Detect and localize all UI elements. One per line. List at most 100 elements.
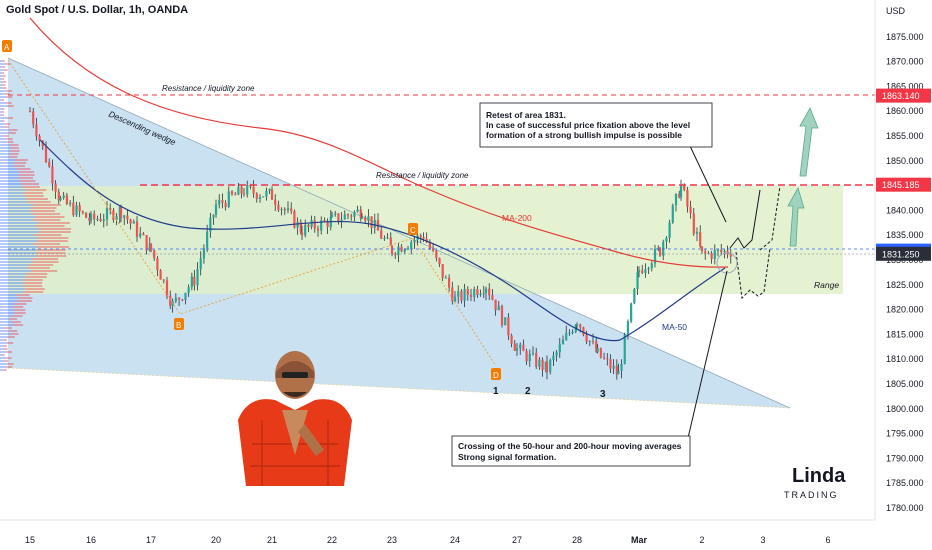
volume-bar (32, 261, 59, 263)
volume-bar (9, 156, 18, 158)
candle (535, 347, 538, 370)
ma-50-line (39, 139, 726, 342)
range-label: Range (814, 280, 839, 290)
logo-name: Linda (792, 465, 846, 487)
candle (599, 347, 602, 359)
volume-bar (26, 273, 48, 275)
y-tick-label: 1800.000 (886, 404, 924, 414)
candle (323, 217, 326, 222)
volume-bar (24, 288, 45, 290)
volume-bar (7, 141, 14, 143)
candle (510, 333, 513, 348)
candle (35, 117, 38, 141)
volume-bar (6, 96, 13, 98)
wave-3-label: 3 (600, 389, 606, 400)
volume-bar (39, 228, 72, 230)
volume-bar (0, 204, 34, 206)
volume-bar (3, 75, 6, 77)
volume-bar (0, 192, 24, 194)
y-tick-label: 1875.000 (886, 32, 924, 42)
candle (112, 207, 115, 223)
candle (326, 218, 329, 234)
note-top-line-3: formation of a strong bullish impulse is… (486, 130, 682, 140)
candle (692, 207, 695, 236)
x-tick-label: 6 (825, 535, 830, 545)
volume-bar (0, 255, 37, 257)
chart-title: Gold Spot / U.S. Dollar, 1h, OANDA (6, 4, 189, 16)
candle (720, 243, 723, 256)
volume-bar (0, 252, 36, 254)
candle (389, 232, 392, 246)
candle (671, 203, 674, 224)
candle (277, 200, 280, 213)
volume-bar (35, 252, 66, 254)
volume-bar (25, 276, 47, 278)
volume-bar (3, 369, 7, 371)
volume-bar (0, 237, 38, 239)
logo-sub: TRADING (784, 490, 839, 500)
volume-bar (13, 309, 26, 311)
volume-bar (14, 162, 27, 164)
volume-bar (0, 72, 3, 74)
volume-bar (4, 348, 8, 350)
candle (473, 286, 476, 302)
candle (214, 199, 218, 218)
candle (187, 284, 190, 297)
candle (65, 192, 68, 206)
candle (242, 187, 246, 197)
candle (234, 191, 237, 196)
volume-bar (0, 273, 27, 275)
volume-bar (0, 348, 5, 350)
candle (240, 185, 243, 199)
volume-bar (0, 90, 7, 92)
volume-bar (17, 297, 33, 299)
volume-bar (0, 303, 15, 305)
candle (307, 223, 310, 233)
candle (679, 179, 683, 201)
candle (633, 287, 636, 305)
candle (286, 201, 290, 214)
candle (360, 213, 364, 219)
candle (441, 264, 444, 282)
candle (623, 332, 626, 365)
volume-bar (37, 237, 69, 239)
volume-bar (9, 330, 18, 332)
y-tick-label: 1865.000 (886, 81, 924, 91)
volume-bar (33, 219, 61, 221)
volume-bar (0, 117, 8, 119)
candle (280, 207, 283, 216)
volume-bar (0, 150, 11, 152)
candle (28, 107, 32, 113)
volume-bar (38, 231, 71, 233)
y-tick-label: 1820.000 (886, 305, 924, 315)
candle (650, 261, 653, 272)
candle (184, 292, 187, 305)
volume-bar (0, 228, 40, 230)
x-tick-label: 20 (211, 535, 221, 545)
point-c-label: C (410, 226, 416, 235)
candle (105, 201, 109, 226)
candle (615, 359, 618, 380)
volume-bar (0, 198, 27, 200)
volume-bar (21, 183, 40, 185)
volume-bar (3, 87, 7, 89)
candle (153, 249, 156, 261)
volume-bar (0, 291, 24, 293)
volume-bar (7, 105, 14, 107)
volume-bar (0, 276, 26, 278)
volume-bar (23, 285, 43, 287)
volume-bar (23, 279, 43, 281)
time-axis[interactable] (0, 520, 875, 550)
ma-50-label: MA-50 (662, 322, 687, 332)
volume-bar (0, 120, 3, 122)
volume-bar (0, 321, 12, 323)
y-tick-label: 1870.000 (886, 57, 924, 67)
volume-bar (6, 357, 12, 359)
candle (626, 319, 630, 340)
volume-bar (2, 60, 5, 62)
candle (93, 210, 96, 226)
volume-bar (0, 78, 3, 80)
candle (72, 195, 75, 217)
